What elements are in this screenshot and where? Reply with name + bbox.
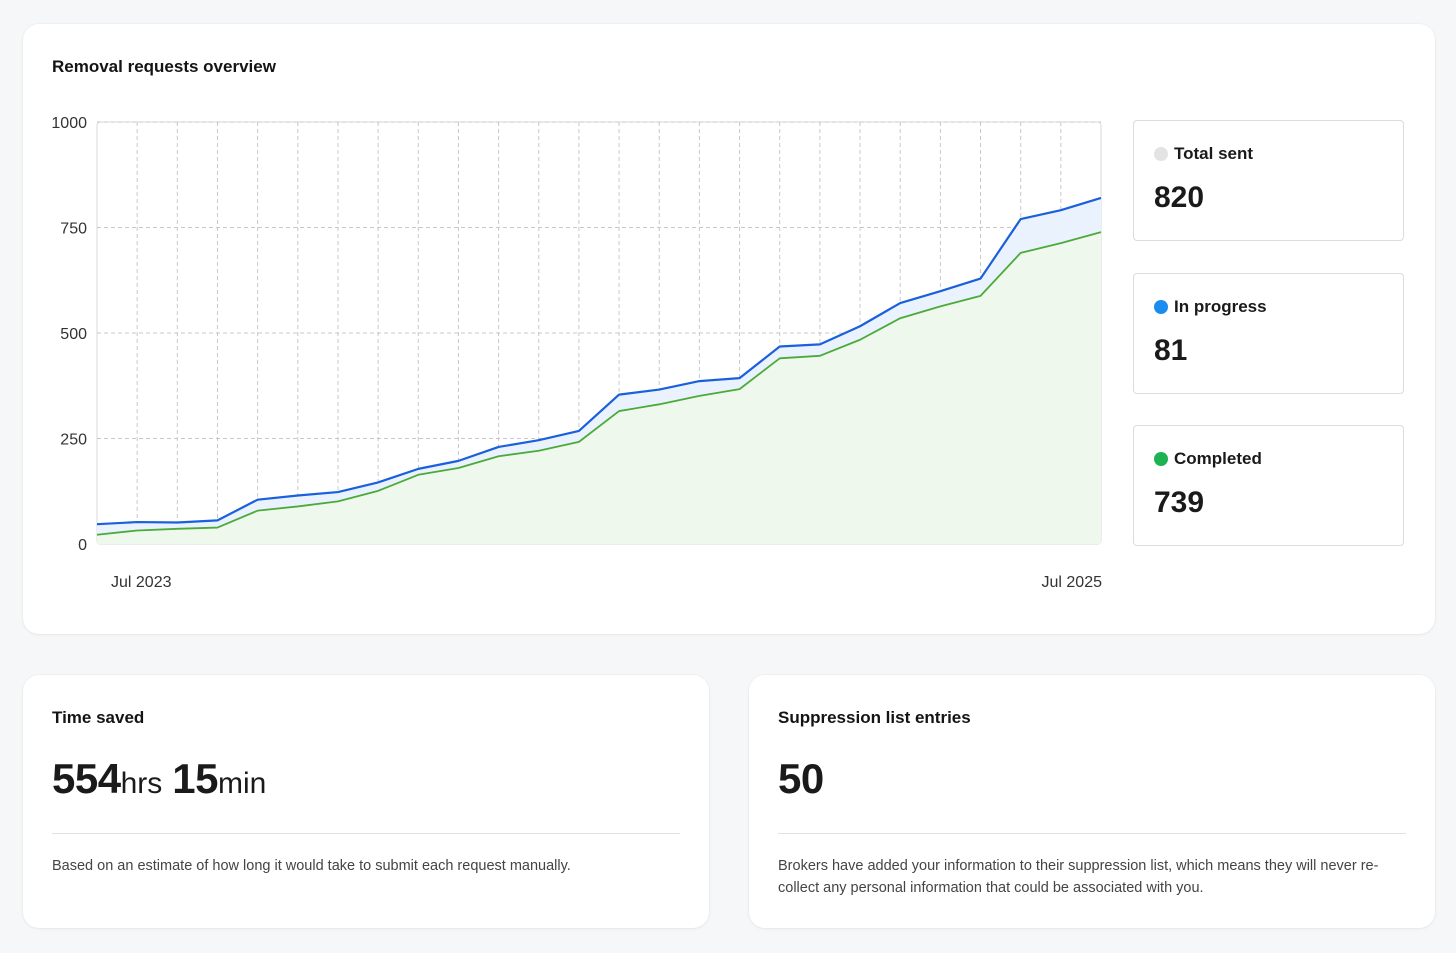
stat-total-sent-label: Total sent xyxy=(1174,144,1254,163)
suppression-value-wrap: 50 xyxy=(778,755,824,803)
chart-y-tick-label: 250 xyxy=(60,432,87,449)
removal-requests-chart: 0 250 500 750 1000 Jul 2023 Jul 2025 xyxy=(51,115,1103,591)
time-saved-minutes-unit: min xyxy=(217,767,267,800)
stat-total-sent-value: 820 xyxy=(1154,181,1205,214)
chart-completed-area xyxy=(97,232,1101,544)
stat-completed-value: 739 xyxy=(1154,486,1205,519)
chart-y-tick-label: 0 xyxy=(78,537,87,554)
stat-in-progress: In progress 81 xyxy=(1133,273,1404,394)
stat-completed: Completed 739 xyxy=(1133,425,1404,546)
time-saved-card: Time saved 554hrs 15min Based on an estim… xyxy=(23,675,709,928)
chart-series-total-sent-line xyxy=(96,196,1102,526)
suppression-title: Suppression list entries xyxy=(778,708,971,727)
chart-y-tick-label: 750 xyxy=(60,221,87,238)
time-saved-minutes: 15 xyxy=(172,755,218,802)
removal-requests-card: Removal requests overview 0 250 500 750 1000… xyxy=(23,24,1435,634)
overview-title: Removal requests overview xyxy=(52,57,276,76)
in-progress-dot-icon xyxy=(1154,300,1168,314)
chart-y-tick-label: 1000 xyxy=(51,115,87,132)
stat-in-progress-label: In progress xyxy=(1174,297,1267,316)
suppression-value: 50 xyxy=(778,755,824,802)
time-saved-title: Time saved xyxy=(52,708,145,727)
suppression-divider xyxy=(778,833,1406,834)
chart-series-completed-line xyxy=(96,231,1102,536)
chart-x-label-end: Jul 2025 xyxy=(1042,574,1103,591)
chart-y-tick-label: 500 xyxy=(60,326,87,343)
time-saved-hours-unit: hrs xyxy=(120,767,163,800)
completed-dot-icon xyxy=(1154,452,1168,466)
stat-in-progress-value: 81 xyxy=(1154,334,1188,367)
suppression-description: Brokers have added your information to t… xyxy=(778,858,1379,896)
time-saved-divider xyxy=(52,833,680,834)
stat-completed-label: Completed xyxy=(1174,449,1262,468)
suppression-list-card: Suppression list entries 50 Brokers have… xyxy=(749,675,1435,928)
chart-x-label-start: Jul 2023 xyxy=(111,574,172,591)
time-saved-description: Based on an estimate of how long it woul… xyxy=(52,858,571,874)
time-saved-hours: 554 xyxy=(52,755,121,802)
time-saved-value: 554hrs 15min xyxy=(52,755,276,803)
total-sent-dot-icon xyxy=(1154,147,1168,161)
stat-total-sent: Total sent 820 xyxy=(1133,120,1404,241)
